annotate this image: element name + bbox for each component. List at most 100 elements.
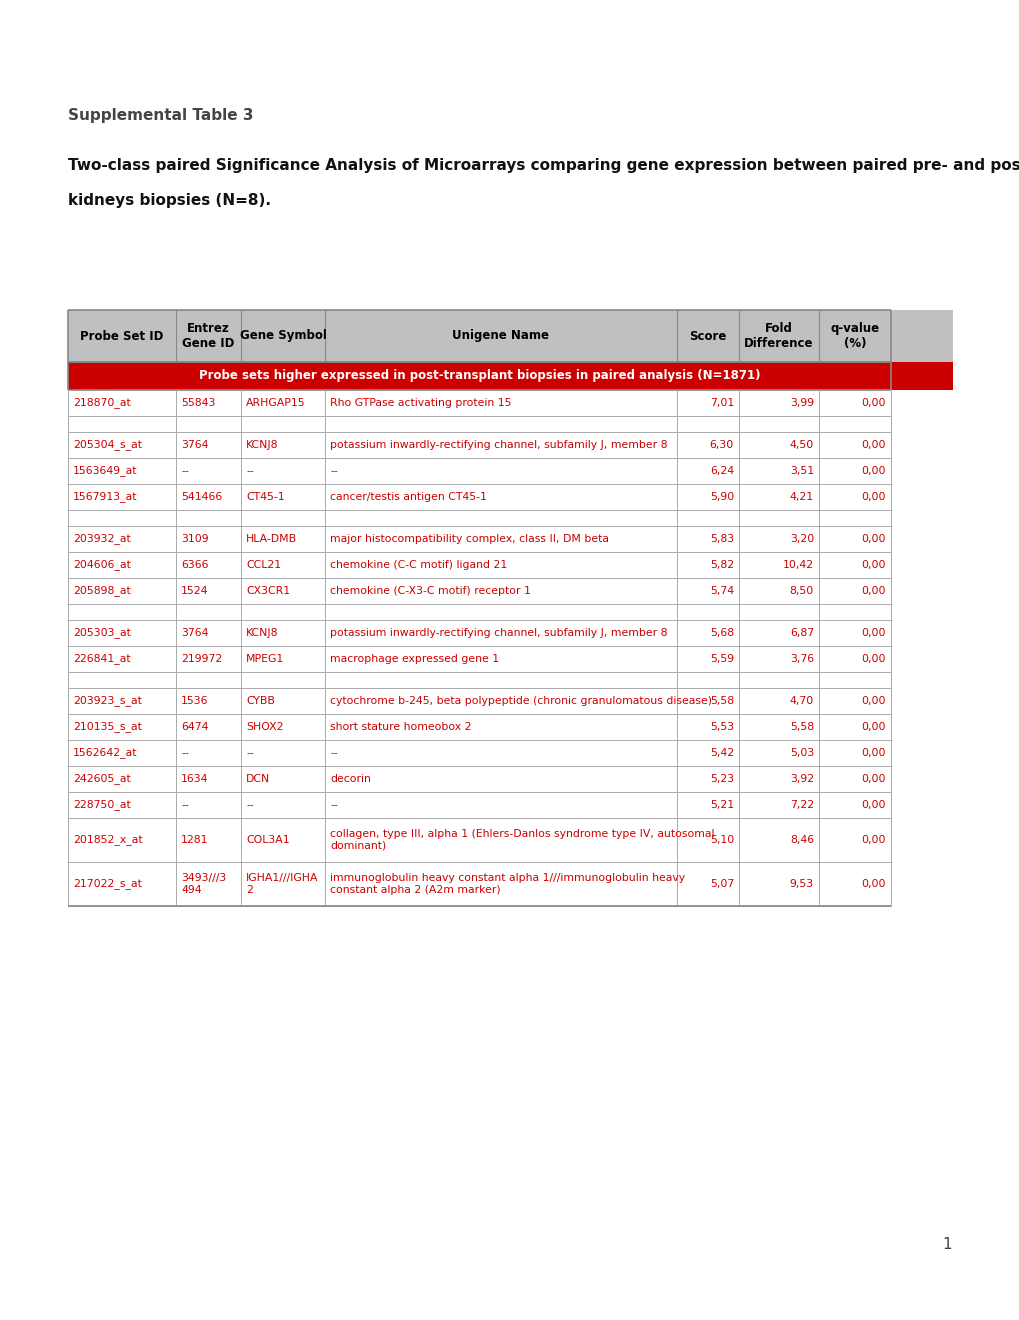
- Text: 3,99: 3,99: [789, 399, 813, 408]
- Text: 5,74: 5,74: [709, 586, 734, 597]
- Text: Score: Score: [689, 330, 726, 342]
- Text: decorin: decorin: [330, 774, 371, 784]
- Text: 1: 1: [942, 1237, 951, 1251]
- Text: 5,83: 5,83: [709, 535, 734, 544]
- Text: q-value
(%): q-value (%): [829, 322, 878, 350]
- Text: 4,50: 4,50: [789, 440, 813, 450]
- Bar: [68, 362, 952, 389]
- Text: 205898_at: 205898_at: [73, 586, 130, 597]
- Text: 1524: 1524: [180, 586, 208, 597]
- Text: IGHA1///IGHA
2: IGHA1///IGHA 2: [246, 874, 318, 895]
- Text: 6474: 6474: [180, 722, 208, 733]
- Text: cytochrome b-245, beta polypeptide (chronic granulomatous disease): cytochrome b-245, beta polypeptide (chro…: [330, 696, 711, 706]
- Text: 1567913_at: 1567913_at: [73, 491, 138, 503]
- Text: macrophage expressed gene 1: macrophage expressed gene 1: [330, 653, 498, 664]
- Text: --: --: [330, 800, 337, 810]
- Text: 6,24: 6,24: [709, 466, 734, 477]
- Text: 1563649_at: 1563649_at: [73, 466, 138, 477]
- Text: 242605_at: 242605_at: [73, 774, 130, 784]
- Text: 3,92: 3,92: [789, 774, 813, 784]
- Text: 3764: 3764: [180, 440, 208, 450]
- Text: 219972: 219972: [180, 653, 222, 664]
- Text: 0,00: 0,00: [861, 586, 886, 597]
- Text: Gene Symbol: Gene Symbol: [239, 330, 326, 342]
- Text: 3,76: 3,76: [789, 653, 813, 664]
- Text: KCNJ8: KCNJ8: [246, 440, 278, 450]
- Text: 10,42: 10,42: [783, 560, 813, 570]
- Text: 5,21: 5,21: [709, 800, 734, 810]
- Text: 1536: 1536: [180, 696, 208, 706]
- Text: 1634: 1634: [180, 774, 208, 784]
- Text: CYBB: CYBB: [246, 696, 274, 706]
- Text: --: --: [246, 800, 254, 810]
- Text: 5,53: 5,53: [709, 722, 734, 733]
- Text: major histocompatibility complex, class II, DM beta: major histocompatibility complex, class …: [330, 535, 608, 544]
- Text: 6366: 6366: [180, 560, 208, 570]
- Text: --: --: [180, 800, 189, 810]
- Text: ARHGAP15: ARHGAP15: [246, 399, 306, 408]
- Text: 0,00: 0,00: [861, 399, 886, 408]
- Text: Unigene Name: Unigene Name: [452, 330, 549, 342]
- Text: 0,00: 0,00: [861, 722, 886, 733]
- Text: 210135_s_at: 210135_s_at: [73, 722, 142, 733]
- Text: 7,22: 7,22: [789, 800, 813, 810]
- Text: Probe Set ID: Probe Set ID: [81, 330, 163, 342]
- Text: 228750_at: 228750_at: [73, 800, 130, 810]
- Text: 205303_at: 205303_at: [73, 627, 130, 639]
- Text: 0,00: 0,00: [861, 879, 886, 888]
- Text: 0,00: 0,00: [861, 653, 886, 664]
- Text: 5,42: 5,42: [709, 748, 734, 758]
- Text: 6,30: 6,30: [709, 440, 734, 450]
- Text: 55843: 55843: [180, 399, 215, 408]
- Text: --: --: [246, 466, 254, 477]
- Text: Probe sets higher expressed in post-transplant biopsies in paired analysis (N=18: Probe sets higher expressed in post-tran…: [199, 370, 759, 383]
- Text: 5,23: 5,23: [709, 774, 734, 784]
- Text: Rho GTPase activating protein 15: Rho GTPase activating protein 15: [330, 399, 511, 408]
- Text: --: --: [180, 466, 189, 477]
- Text: 3764: 3764: [180, 628, 208, 638]
- Text: 0,00: 0,00: [861, 440, 886, 450]
- Text: 0,00: 0,00: [861, 800, 886, 810]
- Text: 3,51: 3,51: [789, 466, 813, 477]
- Text: 3,20: 3,20: [789, 535, 813, 544]
- Text: 0,00: 0,00: [861, 466, 886, 477]
- Text: potassium inwardly-rectifying channel, subfamily J, member 8: potassium inwardly-rectifying channel, s…: [330, 440, 666, 450]
- Text: CX3CR1: CX3CR1: [246, 586, 289, 597]
- Text: 9,53: 9,53: [789, 879, 813, 888]
- Text: 218870_at: 218870_at: [73, 397, 130, 408]
- Text: Supplemental Table 3: Supplemental Table 3: [68, 108, 254, 123]
- Text: 217022_s_at: 217022_s_at: [73, 879, 142, 890]
- Text: 0,00: 0,00: [861, 696, 886, 706]
- Text: 0,00: 0,00: [861, 535, 886, 544]
- Text: Fold
Difference: Fold Difference: [744, 322, 813, 350]
- Text: 3109: 3109: [180, 535, 209, 544]
- Text: 4,21: 4,21: [789, 492, 813, 502]
- Text: 0,00: 0,00: [861, 560, 886, 570]
- Text: 5,07: 5,07: [709, 879, 734, 888]
- Text: cancer/testis antigen CT45-1: cancer/testis antigen CT45-1: [330, 492, 486, 502]
- Text: 204606_at: 204606_at: [73, 560, 130, 570]
- Text: 8,46: 8,46: [789, 836, 813, 845]
- Text: 5,58: 5,58: [709, 696, 734, 706]
- Text: 0,00: 0,00: [861, 628, 886, 638]
- Text: Entrez
Gene ID: Entrez Gene ID: [182, 322, 234, 350]
- Text: 0,00: 0,00: [861, 748, 886, 758]
- Text: DCN: DCN: [246, 774, 270, 784]
- Text: 5,90: 5,90: [709, 492, 734, 502]
- Text: --: --: [180, 748, 189, 758]
- Text: 8,50: 8,50: [789, 586, 813, 597]
- Text: 203932_at: 203932_at: [73, 533, 130, 544]
- Text: MPEG1: MPEG1: [246, 653, 284, 664]
- Text: 0,00: 0,00: [861, 492, 886, 502]
- Text: 0,00: 0,00: [861, 774, 886, 784]
- Text: 205304_s_at: 205304_s_at: [73, 440, 142, 450]
- Text: immunoglobulin heavy constant alpha 1///immunoglobulin heavy
constant alpha 2 (A: immunoglobulin heavy constant alpha 1///…: [330, 874, 685, 895]
- Text: 5,68: 5,68: [709, 628, 734, 638]
- Text: CCL21: CCL21: [246, 560, 281, 570]
- Text: short stature homeobox 2: short stature homeobox 2: [330, 722, 471, 733]
- Text: HLA-DMB: HLA-DMB: [246, 535, 297, 544]
- Text: 201852_x_at: 201852_x_at: [73, 834, 143, 845]
- Text: 226841_at: 226841_at: [73, 653, 130, 664]
- Text: 3493///3
494: 3493///3 494: [180, 874, 226, 895]
- Text: chemokine (C-X3-C motif) receptor 1: chemokine (C-X3-C motif) receptor 1: [330, 586, 530, 597]
